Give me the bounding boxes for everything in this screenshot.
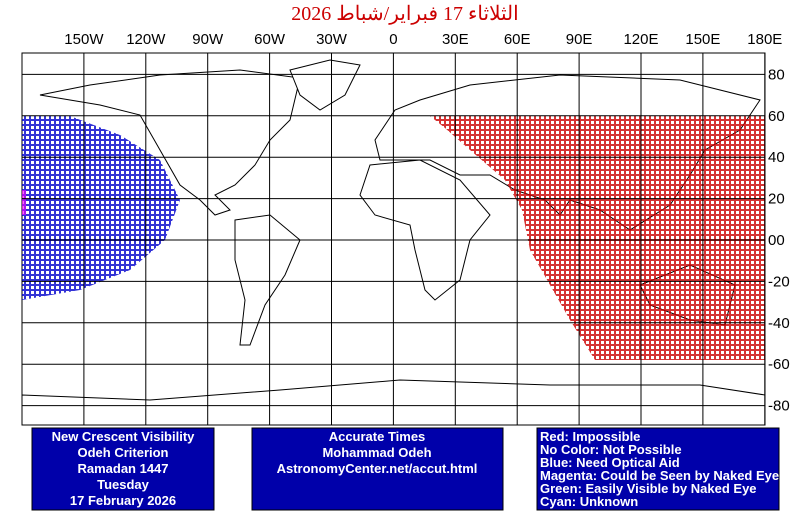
x-tick-label: 0 bbox=[389, 31, 397, 48]
legend-line: Red: Impossible bbox=[540, 429, 640, 444]
optical-aid-zone bbox=[22, 116, 180, 300]
credit-box-line: AstronomyCenter.net/accut.html bbox=[277, 461, 478, 476]
grid bbox=[22, 53, 766, 425]
credit-box-line: Mohammad Odeh bbox=[322, 445, 431, 460]
x-tick-label: 150W bbox=[64, 31, 104, 48]
y-tick-label: 40 bbox=[768, 149, 785, 166]
x-tick-label: 90E bbox=[566, 31, 593, 48]
x-tick-label: 30E bbox=[442, 31, 469, 48]
info-box-line: Ramadan 1447 bbox=[77, 461, 168, 476]
legend-line: No Color: Not Possible bbox=[540, 442, 682, 457]
naked-eye-zone bbox=[22, 190, 26, 215]
y-tick-label: -80 bbox=[768, 398, 790, 415]
x-tick-label: 180E bbox=[747, 31, 782, 48]
info-box-line: Tuesday bbox=[97, 477, 150, 492]
x-tick-label: 60W bbox=[254, 31, 286, 48]
y-tick-label: 00 bbox=[768, 232, 785, 249]
credit-box-line: Accurate Times bbox=[329, 429, 426, 444]
credit-box bbox=[251, 427, 504, 511]
x-tick-label: 30W bbox=[316, 31, 348, 48]
info-box-line: Odeh Criterion bbox=[77, 445, 168, 460]
info-box bbox=[31, 427, 215, 511]
y-tick-label: 60 bbox=[768, 108, 785, 125]
x-tick-label: 120W bbox=[126, 31, 166, 48]
x-tick-label: 150E bbox=[685, 31, 720, 48]
x-tick-label: 60E bbox=[504, 31, 531, 48]
y-tick-label: -20 bbox=[768, 273, 790, 290]
x-tick-label: 90W bbox=[192, 31, 224, 48]
impossible-zone bbox=[430, 116, 765, 360]
info-box-line: New Crescent Visibility bbox=[52, 429, 196, 444]
map-title: الثلاثاء 17 فبراير/شباط 2026 bbox=[291, 3, 518, 25]
x-tick-label: 120E bbox=[623, 31, 658, 48]
legend-line: Green: Easily Visible by Naked Eye bbox=[540, 481, 757, 496]
y-tick-label: 80 bbox=[768, 66, 785, 83]
legend-line: Cyan: Unknown bbox=[540, 494, 638, 509]
legend-line: Magenta: Could be Seen by Naked Eye bbox=[540, 468, 779, 483]
info-box-line: 17 February 2026 bbox=[70, 493, 176, 508]
y-tick-label: -40 bbox=[768, 315, 790, 332]
y-tick-label: 20 bbox=[768, 191, 785, 208]
legend-line: Blue: Need Optical Aid bbox=[540, 455, 680, 470]
legend-box bbox=[536, 427, 780, 511]
y-tick-label: -60 bbox=[768, 356, 790, 373]
